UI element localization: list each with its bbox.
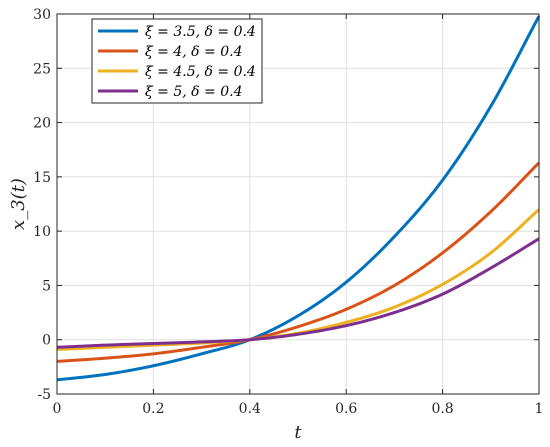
y-tick-label: 0 bbox=[42, 333, 51, 349]
x-tick-label: 0.8 bbox=[431, 401, 453, 417]
y-tick-label: 10 bbox=[33, 224, 51, 240]
ticks bbox=[56, 13, 540, 395]
y-tick-label: 25 bbox=[33, 61, 51, 77]
y-axis-title: x_3(t) bbox=[8, 178, 29, 230]
legend: ξ = 3.5, δ = 0.4 ξ = 4, δ = 0.4 ξ = 4.5, δ… bbox=[91, 18, 263, 104]
legend-label: ξ = 4.5, δ = 0.4 bbox=[145, 64, 256, 80]
x-tick-label: 0.2 bbox=[142, 401, 164, 417]
x-tick-label: 0.4 bbox=[239, 401, 261, 417]
legend-label: ξ = 4, δ = 0.4 bbox=[145, 44, 242, 60]
legend-label: ξ = 5, δ = 0.4 bbox=[145, 84, 242, 100]
y-tick-label: -5 bbox=[37, 387, 51, 403]
x-tick-label: 1 bbox=[535, 401, 544, 417]
y-tick-label: 20 bbox=[33, 116, 51, 132]
series-line-3 bbox=[56, 208, 541, 351]
legend-label: ξ = 3.5, δ = 0.4 bbox=[145, 24, 256, 40]
x-tick-label: 0 bbox=[53, 401, 62, 417]
y-tick-label: 30 bbox=[33, 7, 51, 23]
legend-box bbox=[91, 18, 263, 104]
plot-area-frame bbox=[56, 13, 540, 395]
series-line-2 bbox=[56, 161, 541, 363]
series-line-1 bbox=[56, 15, 541, 382]
y-tick-label: 5 bbox=[42, 278, 51, 294]
x-tick-label: 0.6 bbox=[335, 401, 357, 417]
series-line-4 bbox=[56, 237, 540, 349]
x-axis-title: t bbox=[294, 422, 302, 443]
y-tick-label: 15 bbox=[33, 170, 51, 186]
series-lines bbox=[56, 15, 541, 382]
